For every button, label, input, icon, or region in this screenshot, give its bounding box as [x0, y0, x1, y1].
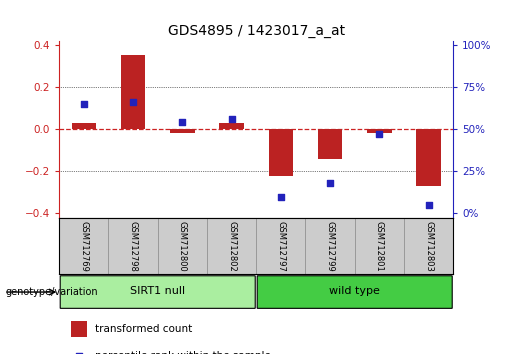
Point [75, 353, 83, 354]
Text: GSM712797: GSM712797 [277, 221, 285, 272]
Text: percentile rank within the sample: percentile rank within the sample [95, 351, 270, 354]
Point [277, 194, 285, 199]
Bar [72, 123, 96, 129]
Point [424, 202, 433, 208]
FancyBboxPatch shape [257, 276, 452, 308]
Bar [268, 129, 293, 176]
Text: GSM712801: GSM712801 [375, 221, 384, 272]
FancyBboxPatch shape [60, 276, 255, 308]
Text: GSM712802: GSM712802 [227, 221, 236, 272]
Text: transformed count: transformed count [95, 324, 192, 334]
Point [129, 99, 137, 105]
Point [80, 101, 88, 107]
Text: SIRT1 null: SIRT1 null [130, 286, 185, 296]
Text: GSM712769: GSM712769 [79, 221, 89, 272]
Point [375, 131, 384, 137]
Text: genotype/variation: genotype/variation [5, 287, 98, 297]
Text: GSM712803: GSM712803 [424, 221, 433, 272]
Text: wild type: wild type [329, 286, 380, 296]
Bar [121, 56, 145, 129]
Bar [170, 129, 195, 133]
Point [326, 180, 334, 186]
Point [178, 120, 186, 125]
Bar [219, 123, 244, 129]
Title: GDS4895 / 1423017_a_at: GDS4895 / 1423017_a_at [168, 24, 345, 38]
Bar [367, 129, 391, 133]
Bar [71, 321, 87, 337]
Text: GSM712798: GSM712798 [129, 221, 138, 272]
Bar [318, 129, 342, 159]
Point [228, 116, 236, 122]
Text: GSM712799: GSM712799 [325, 221, 335, 272]
Bar [416, 129, 441, 186]
Text: GSM712800: GSM712800 [178, 221, 187, 272]
